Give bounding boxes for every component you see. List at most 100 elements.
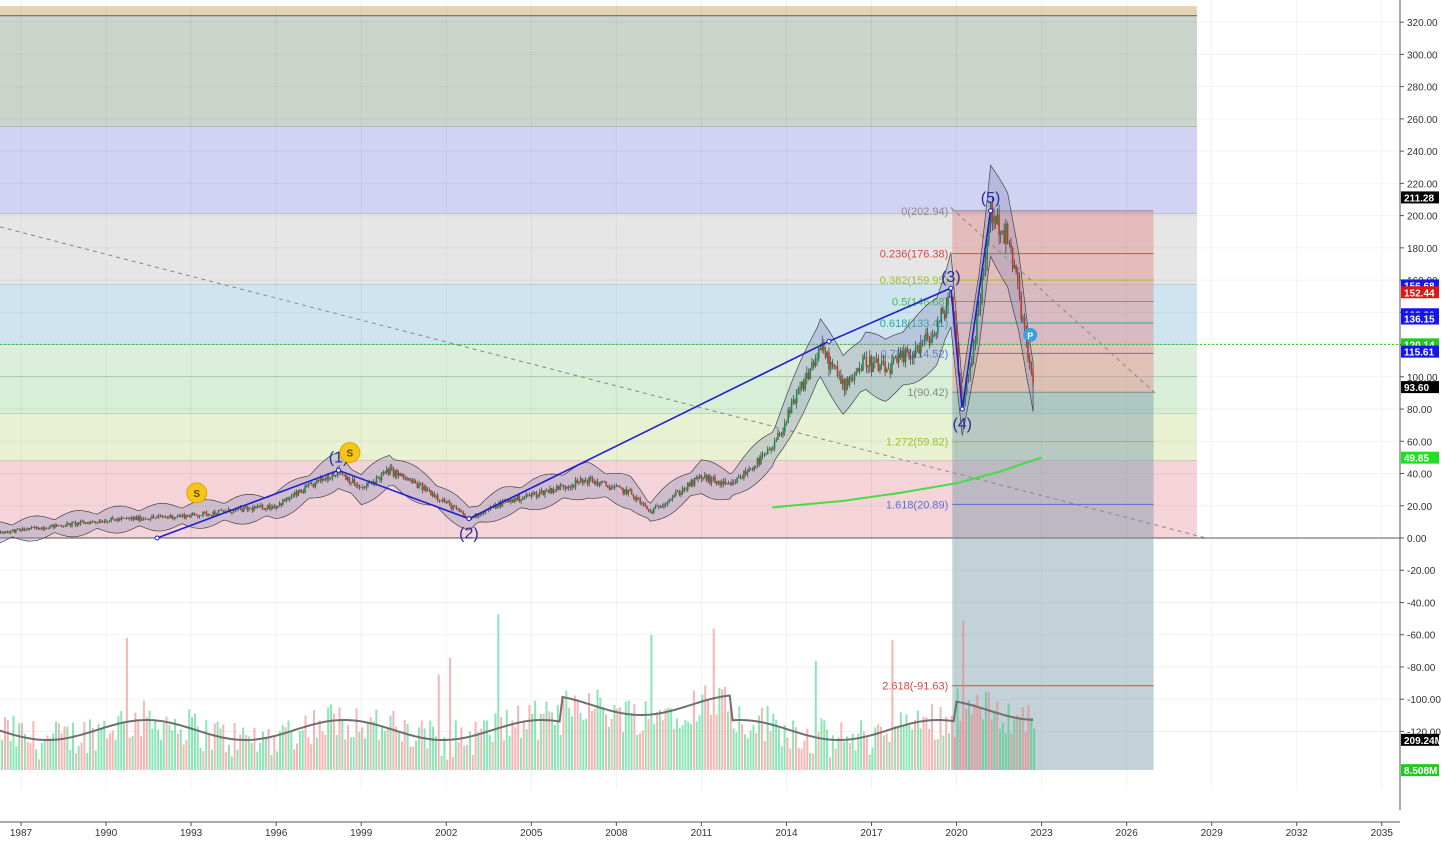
dividend-marker-icon[interactable]: S (339, 442, 361, 464)
candle-body (843, 379, 846, 391)
dividend-marker-icon[interactable]: S (186, 482, 208, 504)
candle-body (678, 491, 681, 495)
volume-bar (1004, 733, 1007, 770)
volume-bar (361, 727, 364, 770)
volume-bar (429, 720, 432, 770)
wave-vertex (336, 467, 342, 473)
candle-body (459, 509, 461, 512)
candle-body (988, 224, 990, 241)
candle-body (185, 514, 187, 519)
price-label-badge (1401, 312, 1439, 325)
wave-label: (5) (981, 190, 1001, 207)
volume-bar (877, 724, 880, 770)
volume-bar (766, 705, 769, 770)
volume-bar (919, 728, 922, 770)
candle-body (874, 362, 876, 364)
candle-body (855, 371, 857, 375)
volume-bar (517, 705, 520, 770)
candle-body (659, 507, 662, 509)
volume-bar (9, 740, 12, 770)
candle-body (954, 311, 956, 327)
candle-body (923, 339, 926, 342)
volume-bar (415, 740, 418, 770)
candle-body (343, 475, 345, 476)
volume-bar (545, 701, 548, 770)
volume-bar (199, 747, 202, 770)
candle-body (800, 381, 803, 388)
candle-body (152, 516, 155, 518)
candle-body (59, 525, 61, 526)
candle-body (904, 348, 907, 363)
volume-bar (588, 693, 590, 770)
candle-body (254, 506, 257, 509)
volume-bar (673, 728, 676, 770)
volume-bar (191, 717, 194, 770)
candle-body (377, 476, 380, 478)
volume-bar (556, 705, 559, 770)
candle-body (360, 487, 362, 488)
volume-bar (862, 731, 865, 770)
volume-bar (57, 723, 60, 770)
candle-body (277, 505, 279, 509)
volume-bar (579, 712, 582, 770)
candle-body (755, 465, 757, 467)
candle-body (217, 510, 220, 515)
candle-body (593, 481, 596, 485)
candle-body (981, 275, 983, 302)
volume-bar (352, 737, 355, 770)
candle-body (753, 466, 755, 471)
candle-body (508, 500, 510, 503)
volume-bar (826, 729, 829, 770)
candle-body (749, 468, 752, 470)
volume-bar (749, 730, 752, 770)
price-label-text: 136.15 (1404, 315, 1435, 326)
volume-bar (823, 720, 826, 770)
volume-bar (1033, 728, 1036, 770)
candle-body (263, 509, 266, 511)
candle-body (998, 214, 1000, 235)
candle-body (766, 449, 769, 455)
candle-body (120, 517, 123, 520)
volume-bar (519, 737, 522, 770)
price-tick-label: 260.00 (1407, 115, 1438, 126)
volume-bar (412, 746, 415, 770)
price-axis[interactable]: 320.00 300.00 280.00 260.00 240.00 220.00 200.… (1399, 0, 1442, 810)
wave-label: (2) (459, 526, 479, 543)
volume-bar (656, 712, 659, 770)
candle-body (938, 320, 941, 323)
candle-body (600, 481, 602, 484)
candle-body (595, 481, 597, 485)
candle-body (195, 514, 198, 516)
pivot-marker-icon[interactable]: P (1023, 327, 1038, 342)
candle-body (540, 490, 543, 492)
volume-bar (111, 730, 114, 770)
time-tick-label: 2026 (1116, 828, 1139, 839)
volume-bar (797, 748, 800, 770)
candle-body (974, 340, 977, 344)
fib-level-label: 0.236(176.38) (880, 249, 949, 261)
candle-body (930, 338, 932, 343)
volume-bar (633, 704, 636, 770)
candle-body (358, 485, 361, 488)
candle-body (224, 511, 226, 513)
volume-bar (480, 728, 483, 770)
candle-body (408, 478, 410, 481)
price-tick-label: -80.00 (1407, 663, 1436, 674)
volume-bar (508, 736, 511, 770)
volume-bar (990, 719, 993, 770)
candle-body (642, 502, 645, 505)
time-axis[interactable]: 1987 1990 1993 1996 1999 2002 2005 2008 2011 2014… (0, 821, 1400, 839)
candle-body (634, 496, 636, 500)
candle-body (867, 365, 869, 368)
volume-bar (1007, 703, 1010, 770)
candle-body (669, 499, 672, 501)
candle-body (249, 507, 252, 509)
candle-body (362, 487, 364, 489)
candle-body (30, 527, 33, 530)
candle-body (312, 484, 315, 488)
event-markers[interactable]: SSSP (0, 327, 1038, 522)
candle-body (54, 524, 56, 528)
candle-body (72, 522, 75, 523)
volume-bar (602, 706, 605, 770)
